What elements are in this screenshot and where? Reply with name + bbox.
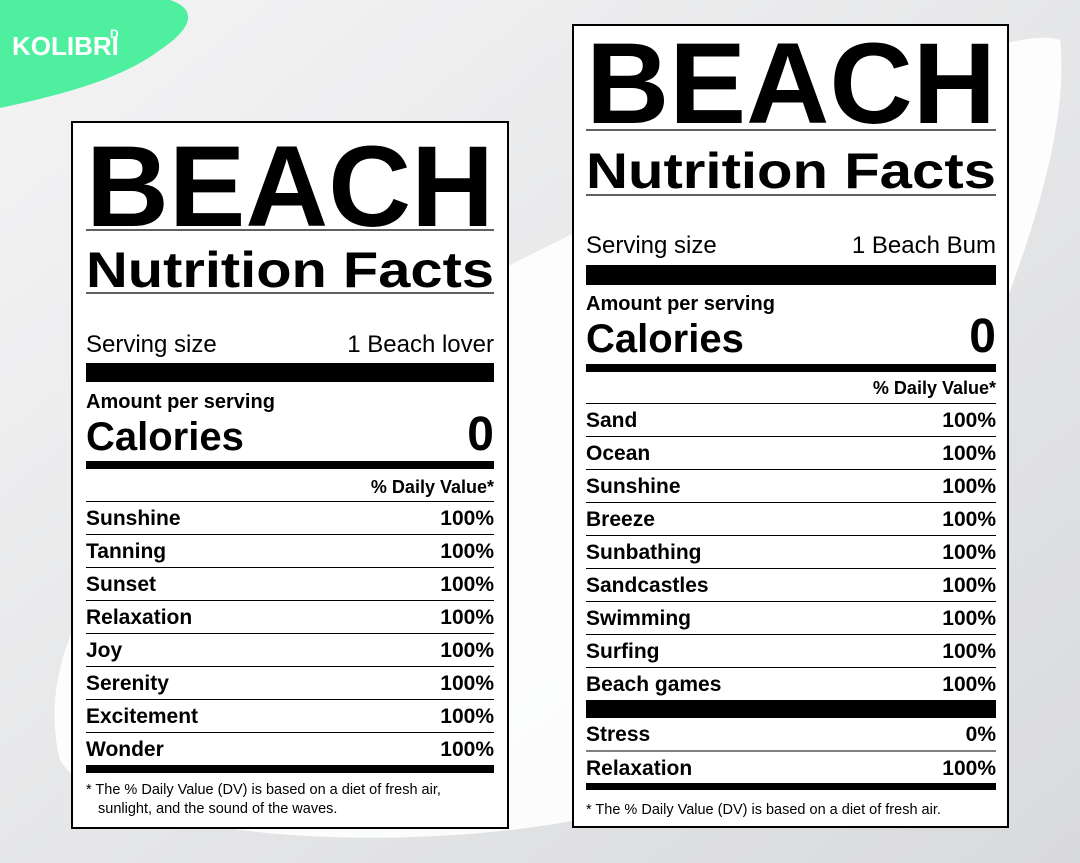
label-subtitle: Nutrition Facts [586, 143, 996, 199]
nutrient-name: Sunbathing [586, 541, 701, 564]
nutrient-name: Sandcastles [586, 574, 709, 597]
nutrient-name: Sunshine [86, 507, 181, 530]
nutrient-name: Wonder [86, 738, 164, 761]
thick-bar [86, 765, 494, 773]
label-box [572, 24, 1009, 828]
logo-mark: D [110, 27, 119, 41]
logo-shape [0, 0, 189, 108]
thick-bar [86, 461, 494, 469]
nutrient-value: 100% [440, 540, 494, 563]
nutrient-value: 100% [942, 757, 996, 780]
nutrient-value: 100% [440, 606, 494, 629]
nutrient-name: Breeze [586, 508, 655, 531]
calories-label: Calories [86, 415, 244, 459]
nutrient-name: Beach games [586, 673, 721, 696]
nutrient-value: 100% [942, 640, 996, 663]
nutrient-name: Surfing [586, 640, 660, 663]
thick-bar [586, 700, 996, 718]
serving-value: 1 Beach lover [347, 331, 494, 358]
label-title: BEACH [586, 20, 996, 148]
thick-bar [586, 783, 996, 790]
label-subtitle: Nutrition Facts [86, 242, 494, 298]
nutrient-value: 100% [440, 672, 494, 695]
thick-bar [86, 363, 494, 382]
serving-value: 1 Beach Bum [852, 232, 996, 259]
nutrient-value: 100% [942, 607, 996, 630]
nutrient-name: Sunset [86, 573, 156, 596]
daily-value-header: % Daily Value* [371, 477, 494, 497]
nutrient-value: 100% [440, 705, 494, 728]
nutrient-name: Sunshine [586, 475, 681, 498]
label-title: BEACH [86, 123, 494, 251]
nutrient-value: 100% [942, 574, 996, 597]
nutrient-name: Stress [586, 723, 650, 746]
label-box [71, 121, 509, 829]
nutrient-value: 100% [440, 507, 494, 530]
nutrient-value: 100% [942, 508, 996, 531]
nutrient-value: 100% [440, 738, 494, 761]
amount-label: Amount per serving [586, 293, 775, 315]
nutrient-name: Tanning [86, 540, 166, 563]
nutrient-value: 0% [966, 723, 997, 746]
daily-value-header: % Daily Value* [873, 378, 996, 398]
calories-label: Calories [586, 317, 744, 361]
calories-value: 0 [969, 310, 996, 363]
nutrient-value: 100% [942, 475, 996, 498]
serving-label: Serving size [86, 331, 217, 358]
nutrient-name: Ocean [586, 442, 650, 465]
serving-label: Serving size [586, 232, 717, 259]
nutrient-name: Relaxation [86, 606, 192, 629]
nutrient-value: 100% [942, 673, 996, 696]
amount-label: Amount per serving [86, 391, 275, 413]
thick-bar [586, 364, 996, 372]
thick-bar [586, 265, 996, 285]
nutrient-value: 100% [942, 409, 996, 432]
nutrient-name: Excitement [86, 705, 198, 728]
nutrient-name: Swimming [586, 607, 691, 630]
nutrient-name: Sand [586, 409, 637, 432]
nutrient-value: 100% [440, 639, 494, 662]
calories-value: 0 [467, 408, 494, 461]
nutrient-name: Serenity [86, 672, 169, 695]
footnote: * The % Daily Value (DV) is based on a d… [86, 782, 441, 798]
nutrient-value: 100% [942, 541, 996, 564]
footnote: sunlight, and the sound of the waves. [98, 801, 337, 817]
nutrient-name: Relaxation [586, 757, 692, 780]
nutrient-name: Joy [86, 639, 123, 662]
footnote: * The % Daily Value (DV) is based on a d… [586, 802, 941, 818]
nutrient-value: 100% [440, 573, 494, 596]
logo-text: KOLIBRI [12, 31, 119, 61]
nutrient-value: 100% [942, 442, 996, 465]
